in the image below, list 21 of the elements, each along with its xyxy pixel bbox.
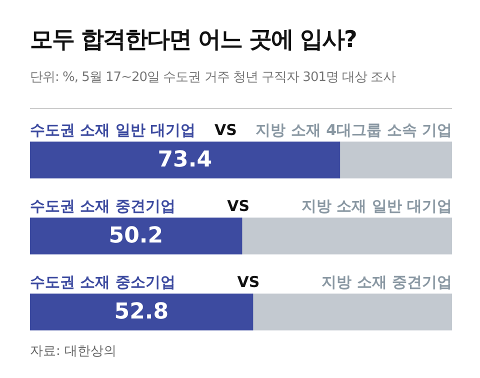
chart-subtitle: 단위: %, 5월 17~20일 수도권 거주 청년 구직자 301명 대상 조사: [30, 69, 396, 86]
annotation: VS: [227, 197, 250, 215]
annotation: VS: [214, 121, 237, 139]
bar: [339, 142, 452, 178]
annotation: VS: [237, 273, 260, 291]
y-tick-label: 수도권 소재 중소기업: [30, 273, 176, 291]
data-label: 50.2: [108, 224, 164, 249]
bar: [252, 294, 452, 330]
annotation: 지방 소재 일반 대기업: [301, 197, 452, 215]
bar: [30, 294, 254, 330]
data-label: 52.8: [114, 300, 169, 325]
data-label: 73.4: [158, 148, 212, 173]
bar: [30, 218, 242, 254]
bar: [30, 142, 340, 178]
annotation: 자료: 대한상의: [30, 343, 117, 360]
y-tick-label: 수도권 소재 일반 대기업: [30, 121, 196, 139]
annotation: 지방 소재 중견기업: [322, 273, 452, 291]
y-tick-label: 수도권 소재 중견기업: [30, 197, 176, 215]
annotation: 지방 소재 4대그룹 소속 기업: [256, 121, 452, 139]
bar: [242, 218, 452, 254]
chart-title: 모두 합격한다면 어느 곳에 입사?: [30, 26, 356, 55]
